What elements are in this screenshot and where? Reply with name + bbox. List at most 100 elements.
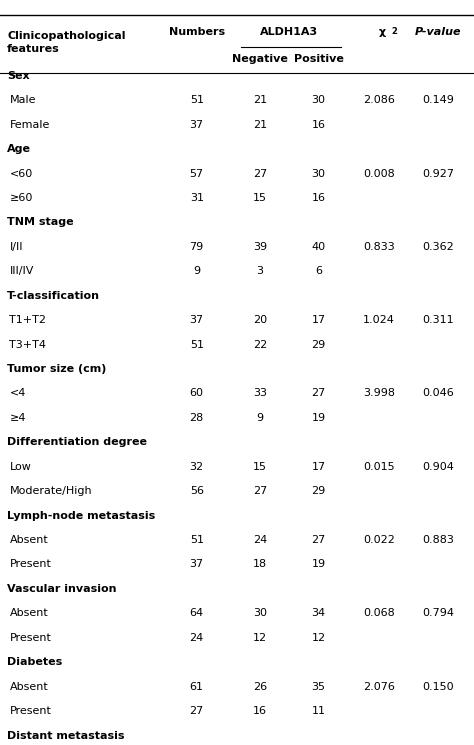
Text: Present: Present — [9, 633, 51, 643]
Text: 9: 9 — [193, 266, 201, 276]
Text: T-classification: T-classification — [7, 291, 100, 301]
Text: 51: 51 — [190, 95, 204, 105]
Text: P-value: P-value — [415, 27, 462, 37]
Text: 37: 37 — [190, 315, 204, 325]
Text: 0.794: 0.794 — [422, 609, 455, 618]
Text: 29: 29 — [311, 340, 326, 349]
Text: 16: 16 — [311, 193, 326, 203]
Text: 11: 11 — [311, 706, 326, 716]
Text: 28: 28 — [190, 413, 204, 423]
Text: Tumor size (cm): Tumor size (cm) — [7, 364, 107, 374]
Text: 27: 27 — [311, 388, 326, 399]
Text: 18: 18 — [253, 559, 267, 569]
Text: 6: 6 — [315, 266, 322, 276]
Text: Distant metastasis: Distant metastasis — [7, 731, 125, 741]
Text: 30: 30 — [253, 609, 267, 618]
Text: 9: 9 — [256, 413, 264, 423]
Text: Present: Present — [9, 706, 51, 716]
Text: 0.008: 0.008 — [364, 168, 395, 179]
Text: Vascular invasion: Vascular invasion — [7, 584, 117, 594]
Text: 56: 56 — [190, 486, 204, 496]
Text: 0.068: 0.068 — [364, 609, 395, 618]
Text: 27: 27 — [190, 706, 204, 716]
Text: Low: Low — [9, 462, 31, 472]
Text: 12: 12 — [311, 633, 326, 643]
Text: Negative: Negative — [232, 54, 288, 63]
Text: 37: 37 — [190, 559, 204, 569]
Text: 2.086: 2.086 — [363, 95, 395, 105]
Text: 17: 17 — [311, 315, 326, 325]
Text: 32: 32 — [190, 462, 204, 472]
Text: 37: 37 — [190, 120, 204, 130]
Text: 2: 2 — [391, 27, 397, 36]
Text: 34: 34 — [311, 609, 326, 618]
Text: Diabetes: Diabetes — [7, 657, 63, 668]
Text: 35: 35 — [311, 682, 326, 691]
Text: Age: Age — [7, 144, 31, 154]
Text: Present: Present — [9, 559, 51, 569]
Text: 27: 27 — [253, 486, 267, 496]
Text: 27: 27 — [253, 168, 267, 179]
Text: 30: 30 — [311, 168, 326, 179]
Text: 24: 24 — [253, 535, 267, 545]
Text: 51: 51 — [190, 340, 204, 349]
Text: 3: 3 — [256, 266, 263, 276]
Text: 2.076: 2.076 — [363, 682, 395, 691]
Text: Lymph-node metastasis: Lymph-node metastasis — [7, 510, 155, 521]
Text: ALDH1A3: ALDH1A3 — [260, 27, 318, 37]
Text: Absent: Absent — [9, 535, 48, 545]
Text: χ: χ — [379, 27, 386, 37]
Text: 26: 26 — [253, 682, 267, 691]
Text: 40: 40 — [311, 242, 326, 252]
Text: Clinicopathological
features: Clinicopathological features — [7, 31, 126, 54]
Text: 19: 19 — [311, 559, 326, 569]
Text: <60: <60 — [9, 168, 33, 179]
Text: 0.904: 0.904 — [422, 462, 455, 472]
Text: 64: 64 — [190, 609, 204, 618]
Text: Numbers: Numbers — [169, 27, 225, 37]
Text: 0.150: 0.150 — [423, 682, 454, 691]
Text: TNM stage: TNM stage — [7, 218, 74, 227]
Text: 0.046: 0.046 — [423, 388, 454, 399]
Text: Moderate/High: Moderate/High — [9, 486, 92, 496]
Text: 12: 12 — [253, 633, 267, 643]
Text: 0.883: 0.883 — [422, 535, 455, 545]
Text: 21: 21 — [253, 95, 267, 105]
Text: 29: 29 — [311, 486, 326, 496]
Text: 33: 33 — [253, 388, 267, 399]
Text: ≥60: ≥60 — [9, 193, 33, 203]
Text: T1+T2: T1+T2 — [9, 315, 46, 325]
Text: 0.311: 0.311 — [423, 315, 454, 325]
Text: 57: 57 — [190, 168, 204, 179]
Text: 15: 15 — [253, 193, 267, 203]
Text: 39: 39 — [253, 242, 267, 252]
Text: 0.833: 0.833 — [364, 242, 395, 252]
Text: 20: 20 — [253, 315, 267, 325]
Text: 61: 61 — [190, 682, 204, 691]
Text: T3+T4: T3+T4 — [9, 340, 46, 349]
Text: 0.927: 0.927 — [422, 168, 455, 179]
Text: 24: 24 — [190, 633, 204, 643]
Text: 0.022: 0.022 — [363, 535, 395, 545]
Text: 0.362: 0.362 — [423, 242, 454, 252]
Text: 22: 22 — [253, 340, 267, 349]
Text: <4: <4 — [9, 388, 26, 399]
Text: III/IV: III/IV — [9, 266, 34, 276]
Text: Male: Male — [9, 95, 36, 105]
Text: 16: 16 — [311, 120, 326, 130]
Text: 1.024: 1.024 — [363, 315, 395, 325]
Text: Positive: Positive — [293, 54, 344, 63]
Text: I/II: I/II — [9, 242, 23, 252]
Text: ≥4: ≥4 — [9, 413, 26, 423]
Text: 17: 17 — [311, 462, 326, 472]
Text: 0.015: 0.015 — [364, 462, 395, 472]
Text: 3.998: 3.998 — [363, 388, 395, 399]
Text: 27: 27 — [311, 535, 326, 545]
Text: Differentiation degree: Differentiation degree — [7, 437, 147, 447]
Text: 16: 16 — [253, 706, 267, 716]
Text: 31: 31 — [190, 193, 204, 203]
Text: Absent: Absent — [9, 682, 48, 691]
Text: 30: 30 — [311, 95, 326, 105]
Text: 19: 19 — [311, 413, 326, 423]
Text: Absent: Absent — [9, 609, 48, 618]
